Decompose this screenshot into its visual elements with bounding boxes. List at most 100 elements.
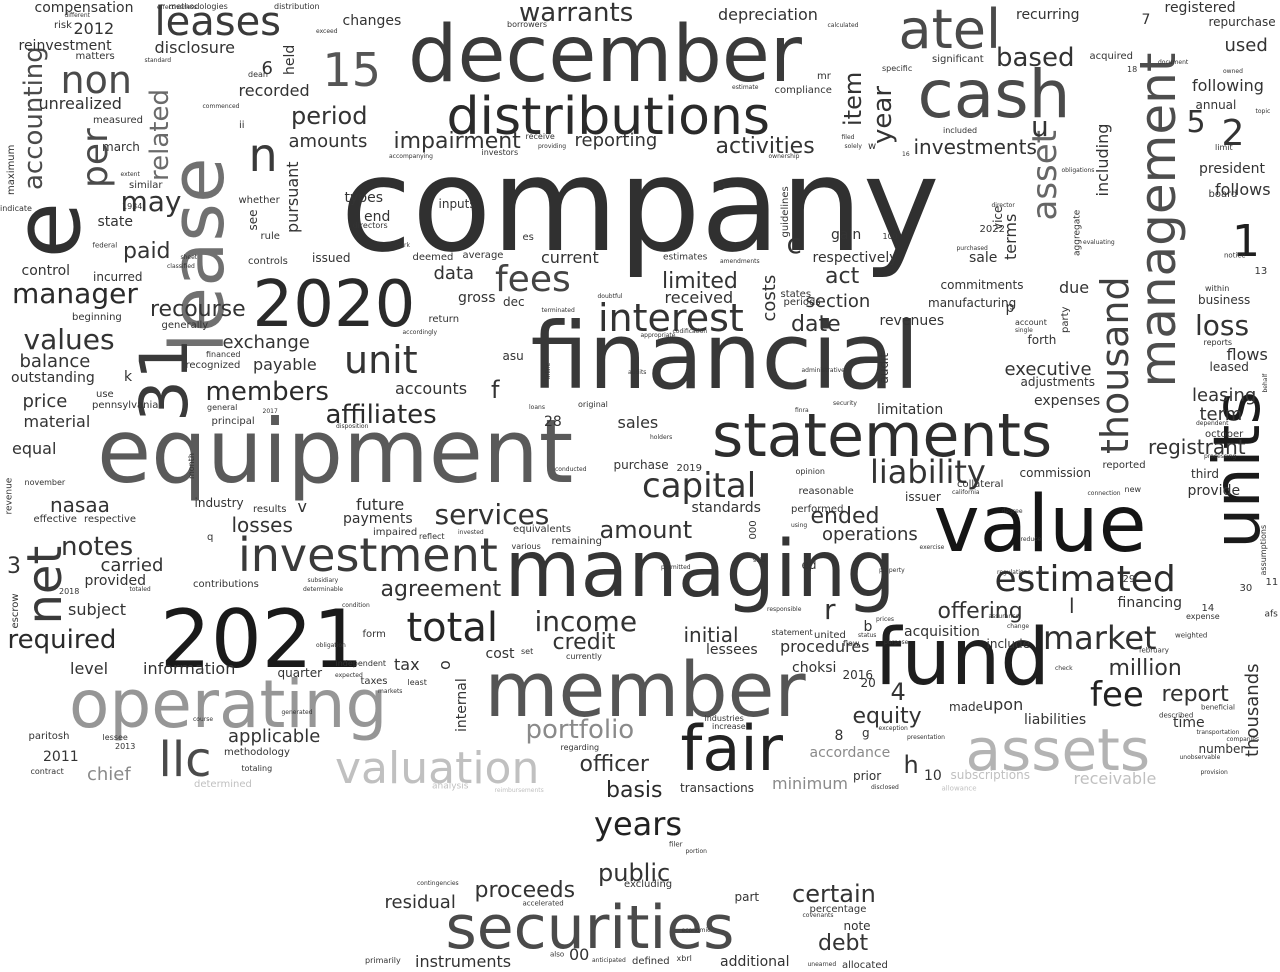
word-operating: operating [69,666,388,743]
word-assets: assets [965,716,1151,784]
word-information: information [143,659,236,678]
word-xbrl: xbrl [676,954,692,963]
word-return: return [428,314,460,325]
word-years: years [594,805,683,843]
word-distributions: distributions [446,87,770,147]
word-llc: llc [158,732,212,788]
word-portfolio: portfolio [525,715,635,745]
word-disclosure: disclosure [154,38,236,57]
word-accordingly: accordingly [402,329,438,336]
word-2019: 2019 [676,463,702,474]
word-finra: finra [795,407,809,414]
word-leasing: leasing [1192,385,1257,406]
word-limited: limited [662,269,738,294]
word-weighted: weighted [1175,631,1208,640]
word-industry: industry [194,496,244,510]
word-atel: atel [898,0,1002,61]
word-classified: classified [167,263,195,270]
word-cost: cost [485,646,515,662]
word-methodologies: methodologies [168,2,228,11]
word-business: business [1198,293,1251,307]
word-security: security [833,400,857,407]
word-risk: risk [54,20,72,31]
word-internal: internal [454,678,470,732]
word-companies: companies [1226,736,1260,743]
word-initial: initial [683,623,739,647]
word-determined: determined [194,779,252,790]
word-incurred: incurred [93,270,143,284]
word-see: see [246,209,260,231]
word-set: set [521,647,534,656]
word-different: different [64,12,90,19]
word-income: income [534,605,638,638]
word-control: control [21,263,71,279]
word-covenants: covenants [802,912,834,919]
word-costs: costs [759,274,780,322]
word-receivable: receivable [1073,769,1157,788]
word-item: item [839,71,867,126]
word-1934: 1934 [122,202,143,211]
word-topic: topic [1255,108,1271,115]
word-000: 000 [748,520,759,540]
word-issued: issued [312,251,351,265]
word-registered: registered [1164,0,1236,16]
word-audits: audits [628,369,647,376]
word-interest: interest [598,296,744,340]
word-obligations: obligations [1061,167,1095,174]
word-based: based [996,43,1075,73]
word-course: course [193,716,214,723]
word-beneficial: beneficial [1201,703,1235,712]
word-invested: invested [458,529,484,536]
word-2017: 2017 [262,408,278,415]
word-results: results [253,504,287,515]
word-expected: expected [335,672,363,679]
word-compliance: compliance [774,85,832,96]
word-depreciation: depreciation [718,5,818,24]
word-acquisition: acquisition [904,624,980,640]
word-o: o [435,660,454,670]
word-agreement: agreement [380,577,502,602]
word-k: k [124,369,133,385]
word-assurance: assurance [988,613,1020,620]
word-ownership: ownership [768,153,800,160]
word-limitation: limitation [877,402,944,418]
word-payments: payments [343,511,413,527]
word-fair: fair [680,712,784,785]
word-new: new [1124,485,1142,494]
word-status: status [858,632,877,639]
word-calculated: calculated [827,22,859,29]
word-form: form [362,629,386,640]
word-section: section [805,291,871,312]
word-capital: capital [642,466,757,506]
word-rule: rule [260,231,280,242]
word-operations: operations [822,524,918,545]
word-similar: similar [129,180,163,191]
word-subject: subject [68,600,126,619]
word-impairment: impairment [393,129,521,154]
word-lessee: lessee [102,733,128,742]
word-reported: reported [1102,460,1146,471]
word-w: w [868,141,877,152]
word-distribution: distribution [274,2,320,11]
word-use: use [96,389,114,400]
word-value: value [933,480,1147,570]
word-maximum: maximum [6,144,17,195]
word-chief: chief [87,764,131,785]
word-repurchase: repurchase [1208,15,1276,29]
word-month: month [187,453,196,479]
word-director: director [991,202,1015,209]
word-2020: 2020 [252,268,416,342]
word-liability: liability [870,453,986,491]
word-paritosh: paritosh [28,731,70,742]
word-executive: executive [1004,359,1092,380]
word-exchange: exchange [222,332,310,353]
word-u: u [1031,110,1049,143]
word-securities: securities [445,893,735,963]
word-losses: losses [231,513,293,537]
word-amount: amount [599,516,693,544]
word-g: g [862,726,870,740]
word-2016: 2016 [842,668,874,682]
word-4: 4 [890,678,906,706]
word-exception: exception [878,725,908,732]
word-purchased: purchased [956,245,988,252]
